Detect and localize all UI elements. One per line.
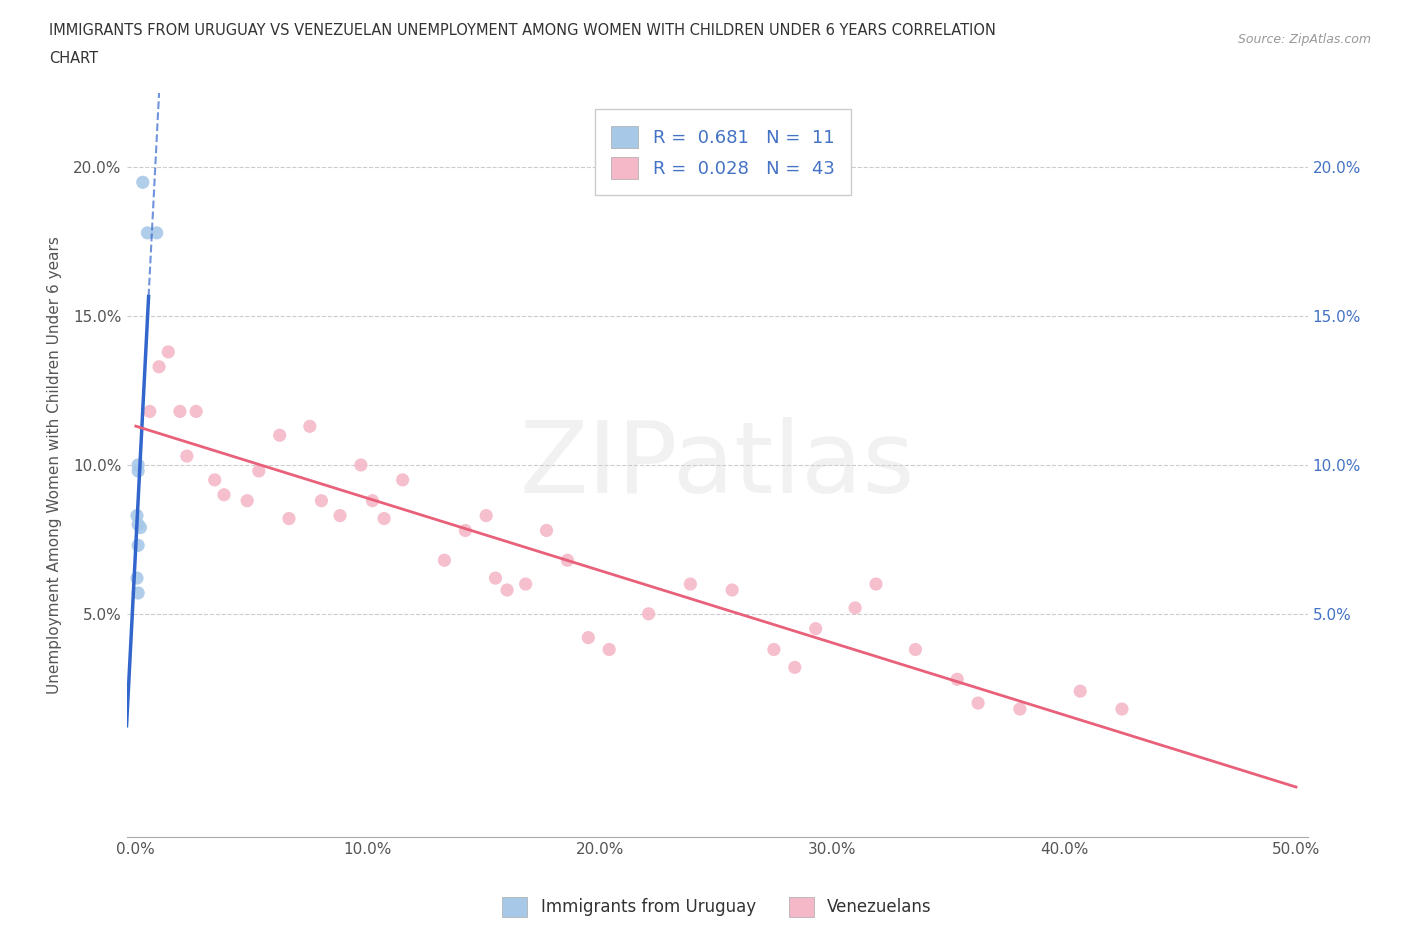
Point <box>598 642 620 657</box>
Point <box>169 404 191 418</box>
Point <box>350 458 373 472</box>
Text: CHART: CHART <box>49 51 98 66</box>
Point <box>391 472 413 487</box>
Point <box>329 508 352 523</box>
Legend: Immigrants from Uruguay, Venezuelans: Immigrants from Uruguay, Venezuelans <box>495 890 939 923</box>
Point <box>721 582 744 597</box>
Point <box>132 175 155 190</box>
Point <box>865 577 887 591</box>
Point <box>679 577 702 591</box>
Point <box>139 404 162 418</box>
Point <box>496 582 519 597</box>
Point <box>1008 701 1031 716</box>
Text: ZIPatlas: ZIPatlas <box>519 417 915 513</box>
Point <box>1069 684 1091 698</box>
Point <box>176 448 198 463</box>
Point <box>157 344 180 359</box>
Y-axis label: Unemployment Among Women with Children Under 6 years: Unemployment Among Women with Children U… <box>48 236 62 694</box>
Point <box>127 538 149 552</box>
Point <box>127 463 149 478</box>
Point <box>475 508 498 523</box>
Point <box>269 428 291 443</box>
Point <box>1111 701 1133 716</box>
Point <box>145 225 167 240</box>
Point <box>148 359 170 374</box>
Point <box>946 671 969 686</box>
Point <box>186 404 208 418</box>
Point <box>127 517 149 532</box>
Point <box>454 523 477 538</box>
Point <box>278 512 301 526</box>
Point <box>783 660 806 675</box>
Point <box>762 642 785 657</box>
Point <box>484 571 506 586</box>
Point <box>127 586 149 601</box>
Point <box>129 520 152 535</box>
Point <box>904 642 927 657</box>
Point <box>311 493 333 508</box>
Point <box>804 621 827 636</box>
Point <box>136 225 159 240</box>
Point <box>125 571 148 586</box>
Text: Source: ZipAtlas.com: Source: ZipAtlas.com <box>1237 33 1371 46</box>
Point <box>236 493 259 508</box>
Point <box>967 696 990 711</box>
Point <box>127 458 149 472</box>
Point <box>515 577 537 591</box>
Point <box>212 487 235 502</box>
Point <box>536 523 558 538</box>
Point <box>637 606 659 621</box>
Point <box>433 552 456 567</box>
Text: IMMIGRANTS FROM URUGUAY VS VENEZUELAN UNEMPLOYMENT AMONG WOMEN WITH CHILDREN UND: IMMIGRANTS FROM URUGUAY VS VENEZUELAN UN… <box>49 23 995 38</box>
Point <box>373 512 395 526</box>
Point <box>204 472 226 487</box>
Point <box>557 552 579 567</box>
Point <box>125 508 148 523</box>
Point <box>298 418 321 433</box>
Point <box>576 631 599 645</box>
Point <box>361 493 384 508</box>
Point <box>844 601 866 616</box>
Point <box>247 463 270 478</box>
